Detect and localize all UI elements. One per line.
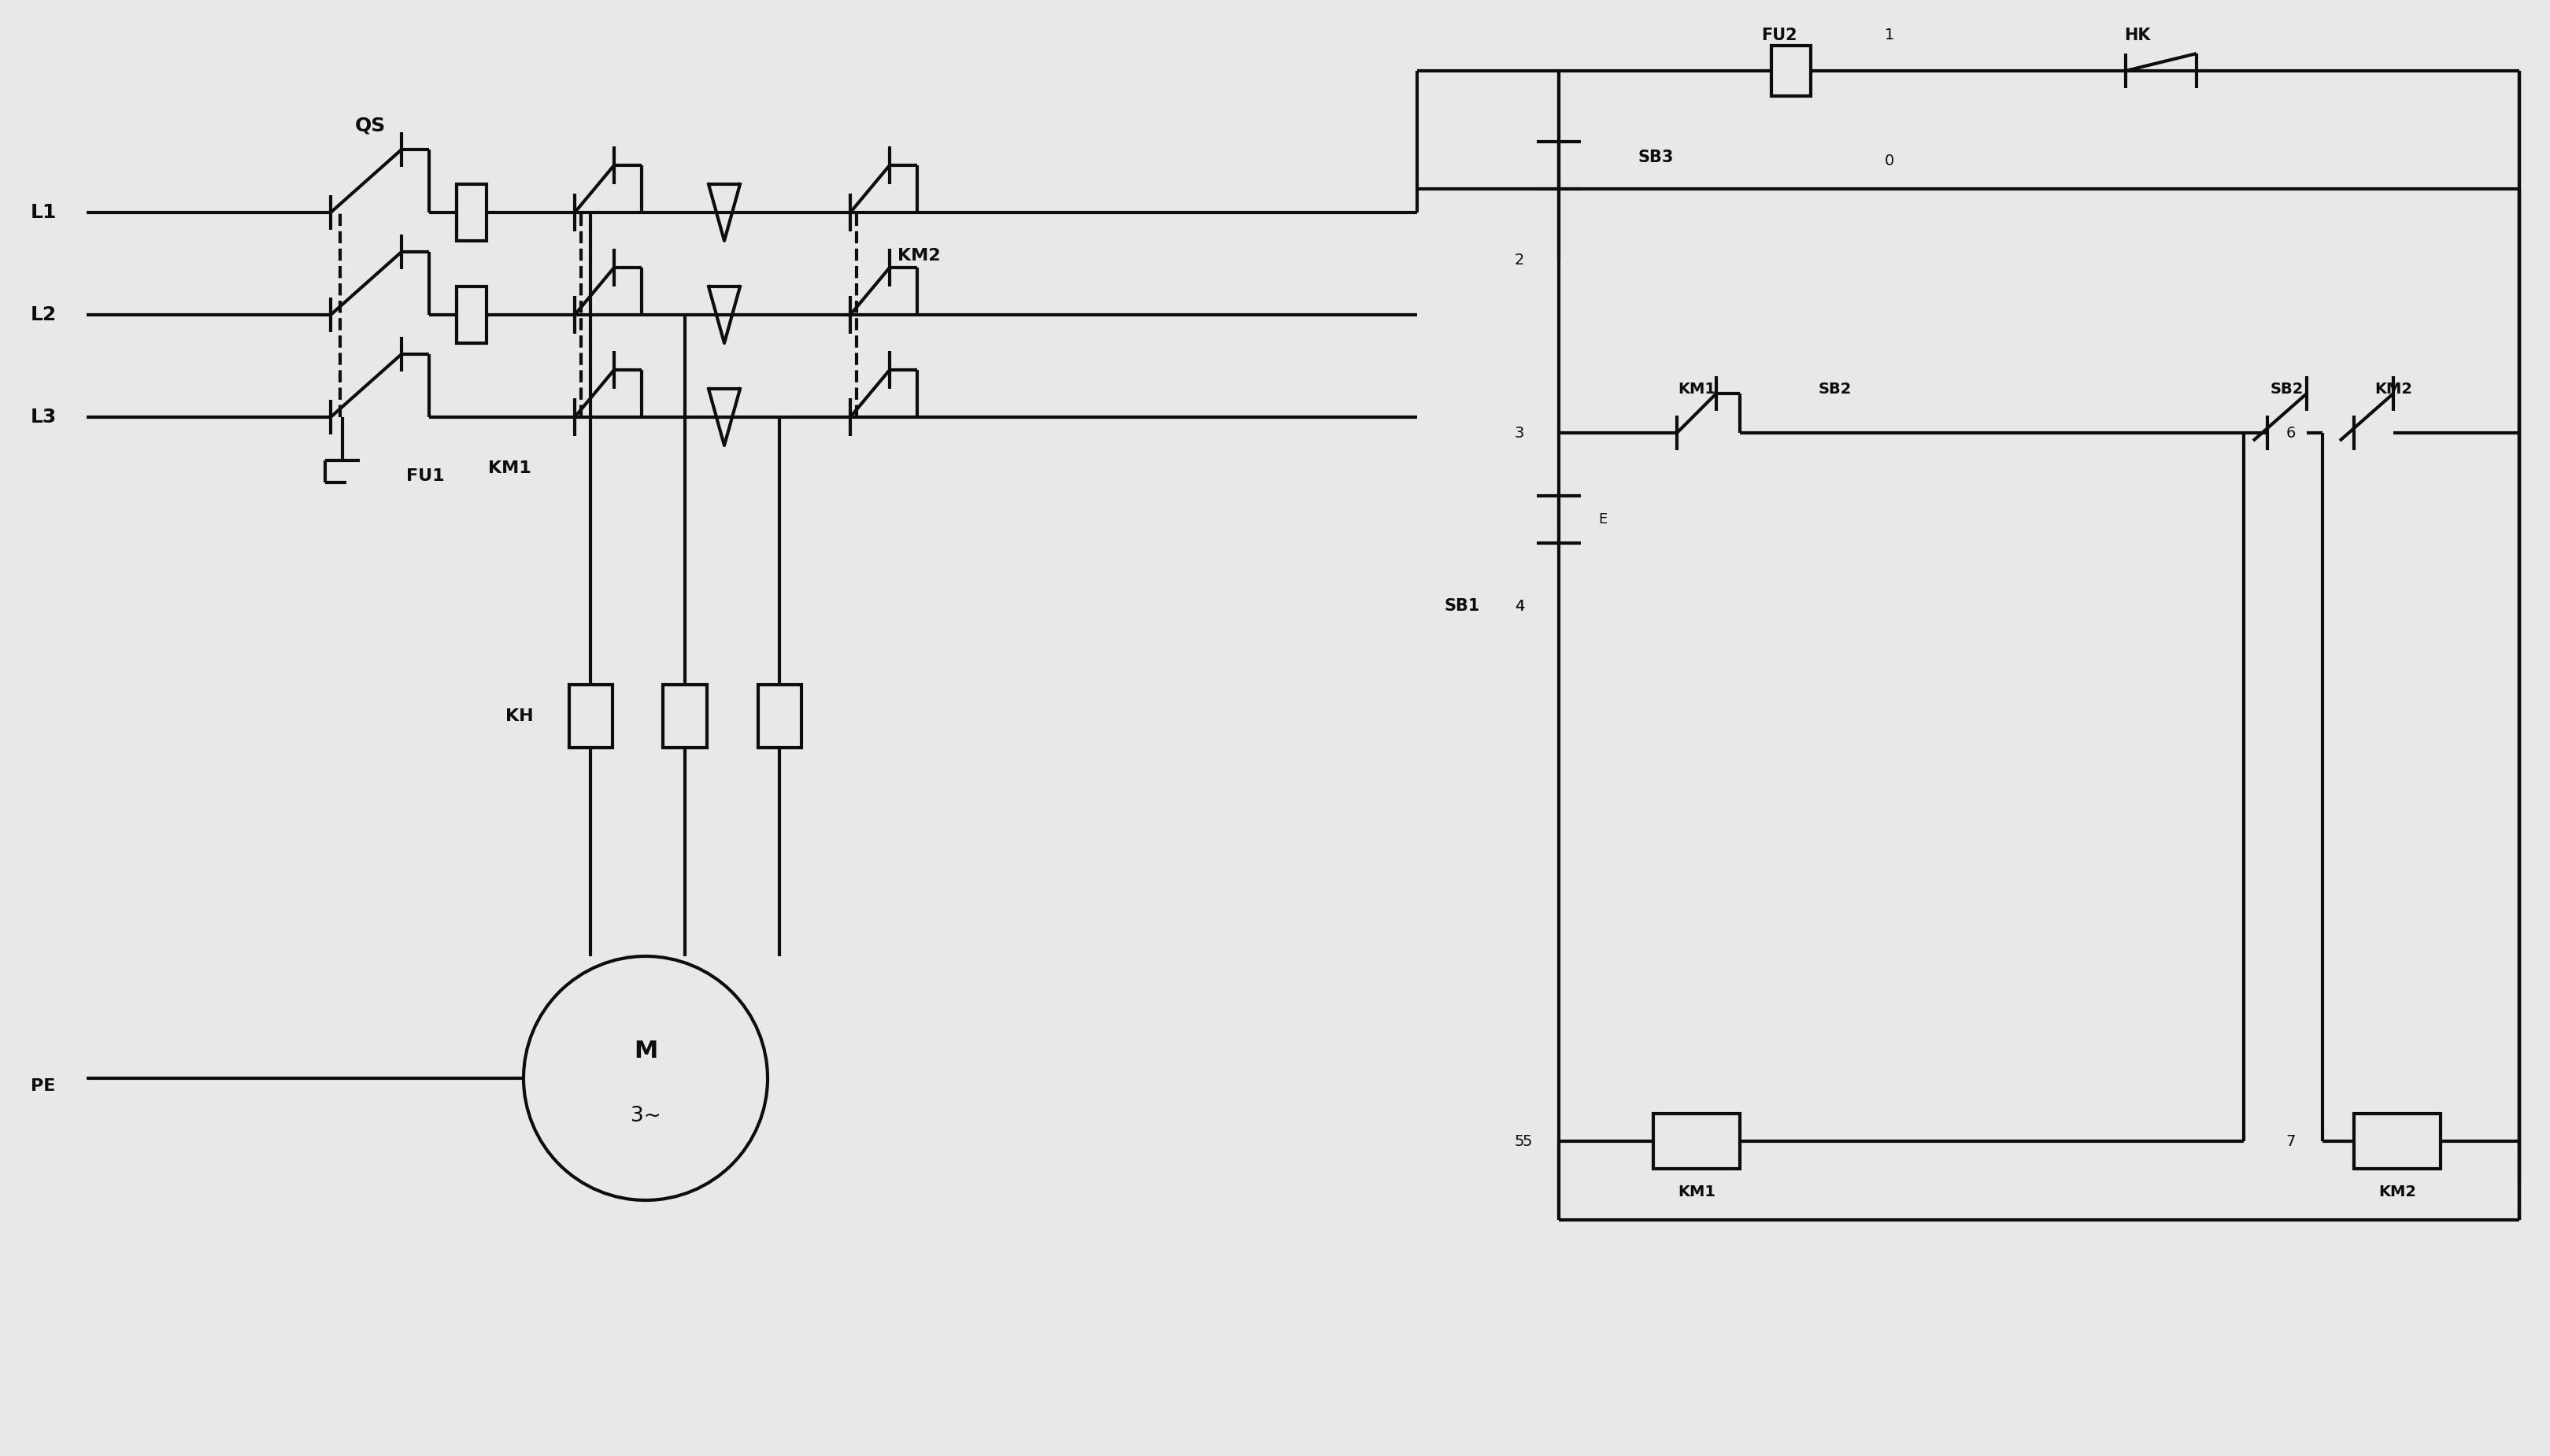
Text: KH: KH xyxy=(505,708,533,724)
Text: 1: 1 xyxy=(1884,28,1895,42)
Text: HK: HK xyxy=(2124,28,2150,44)
Text: M: M xyxy=(632,1040,658,1061)
Bar xyxy=(1652,1114,1739,1169)
Bar xyxy=(757,684,801,748)
Bar xyxy=(2354,1114,2440,1169)
Text: KM2: KM2 xyxy=(2374,381,2412,397)
Text: KM1: KM1 xyxy=(487,460,530,476)
Text: KM2: KM2 xyxy=(2379,1185,2417,1200)
Text: 7: 7 xyxy=(2287,1134,2295,1149)
Bar xyxy=(569,684,612,748)
Text: KM1: KM1 xyxy=(1678,1185,1716,1200)
Text: 0: 0 xyxy=(1884,154,1895,169)
Text: L1: L1 xyxy=(31,202,56,221)
Text: 4: 4 xyxy=(1515,598,1525,613)
Text: PE: PE xyxy=(31,1079,56,1093)
Text: L3: L3 xyxy=(31,408,56,427)
Text: 5: 5 xyxy=(1522,1134,1533,1149)
Text: 6: 6 xyxy=(2287,425,2295,440)
Text: 2: 2 xyxy=(1515,252,1525,268)
Bar xyxy=(1772,45,1810,96)
Text: KM1: KM1 xyxy=(1678,381,1716,397)
Text: 3~: 3~ xyxy=(630,1105,660,1127)
Text: FU2: FU2 xyxy=(1762,28,1798,44)
Text: SB1: SB1 xyxy=(1443,598,1479,614)
Bar xyxy=(663,684,706,748)
Text: SB2: SB2 xyxy=(1818,381,1851,397)
Text: 3: 3 xyxy=(1515,425,1525,440)
Bar xyxy=(456,183,487,240)
Text: QS: QS xyxy=(354,116,385,135)
Text: SB2: SB2 xyxy=(2270,381,2303,397)
Text: SB3: SB3 xyxy=(1637,150,1673,166)
Text: L2: L2 xyxy=(31,306,56,325)
Text: 4: 4 xyxy=(1515,598,1525,613)
Text: 5: 5 xyxy=(1515,1134,1525,1149)
Bar xyxy=(456,287,487,344)
Text: FU1: FU1 xyxy=(405,469,444,483)
Text: KM2: KM2 xyxy=(898,248,941,264)
Text: E: E xyxy=(1599,513,1607,527)
